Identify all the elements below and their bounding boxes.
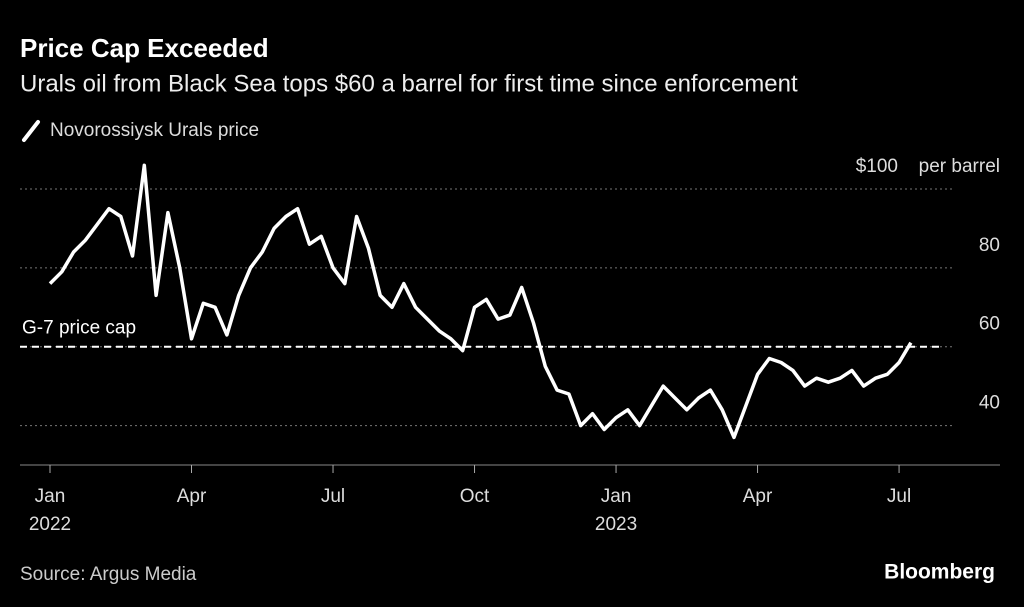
x-tick-label: Apr — [177, 486, 207, 507]
legend-label: Novorossiysk Urals price — [50, 120, 259, 141]
price-cap-label: G-7 price cap — [22, 318, 136, 339]
price-line — [48, 163, 913, 440]
x-tick-label: Jul — [887, 486, 911, 507]
x-tick-label: Jan — [35, 486, 66, 507]
x-tick-label: Oct — [460, 486, 490, 507]
x-tick-label: Jan — [601, 486, 632, 507]
y-tick-label: 40 — [979, 393, 1000, 414]
chart-subtitle: Urals oil from Black Sea tops $60 a barr… — [20, 70, 798, 97]
x-tick-label: Jul — [321, 486, 345, 507]
source: Source: Argus Media — [20, 564, 197, 585]
brand: Bloomberg — [884, 561, 995, 584]
y-tick-label: $100 — [856, 156, 898, 177]
chart-title: Price Cap Exceeded — [20, 33, 269, 63]
legend-swatch — [22, 120, 40, 142]
x-year-label: 2023 — [595, 514, 637, 535]
x-tick-label: Apr — [743, 486, 773, 507]
y-tick-label: 80 — [979, 235, 1000, 256]
y-tick-label: 60 — [979, 314, 1000, 335]
y-unit: per barrel — [919, 156, 1000, 177]
x-year-label: 2022 — [29, 514, 71, 535]
